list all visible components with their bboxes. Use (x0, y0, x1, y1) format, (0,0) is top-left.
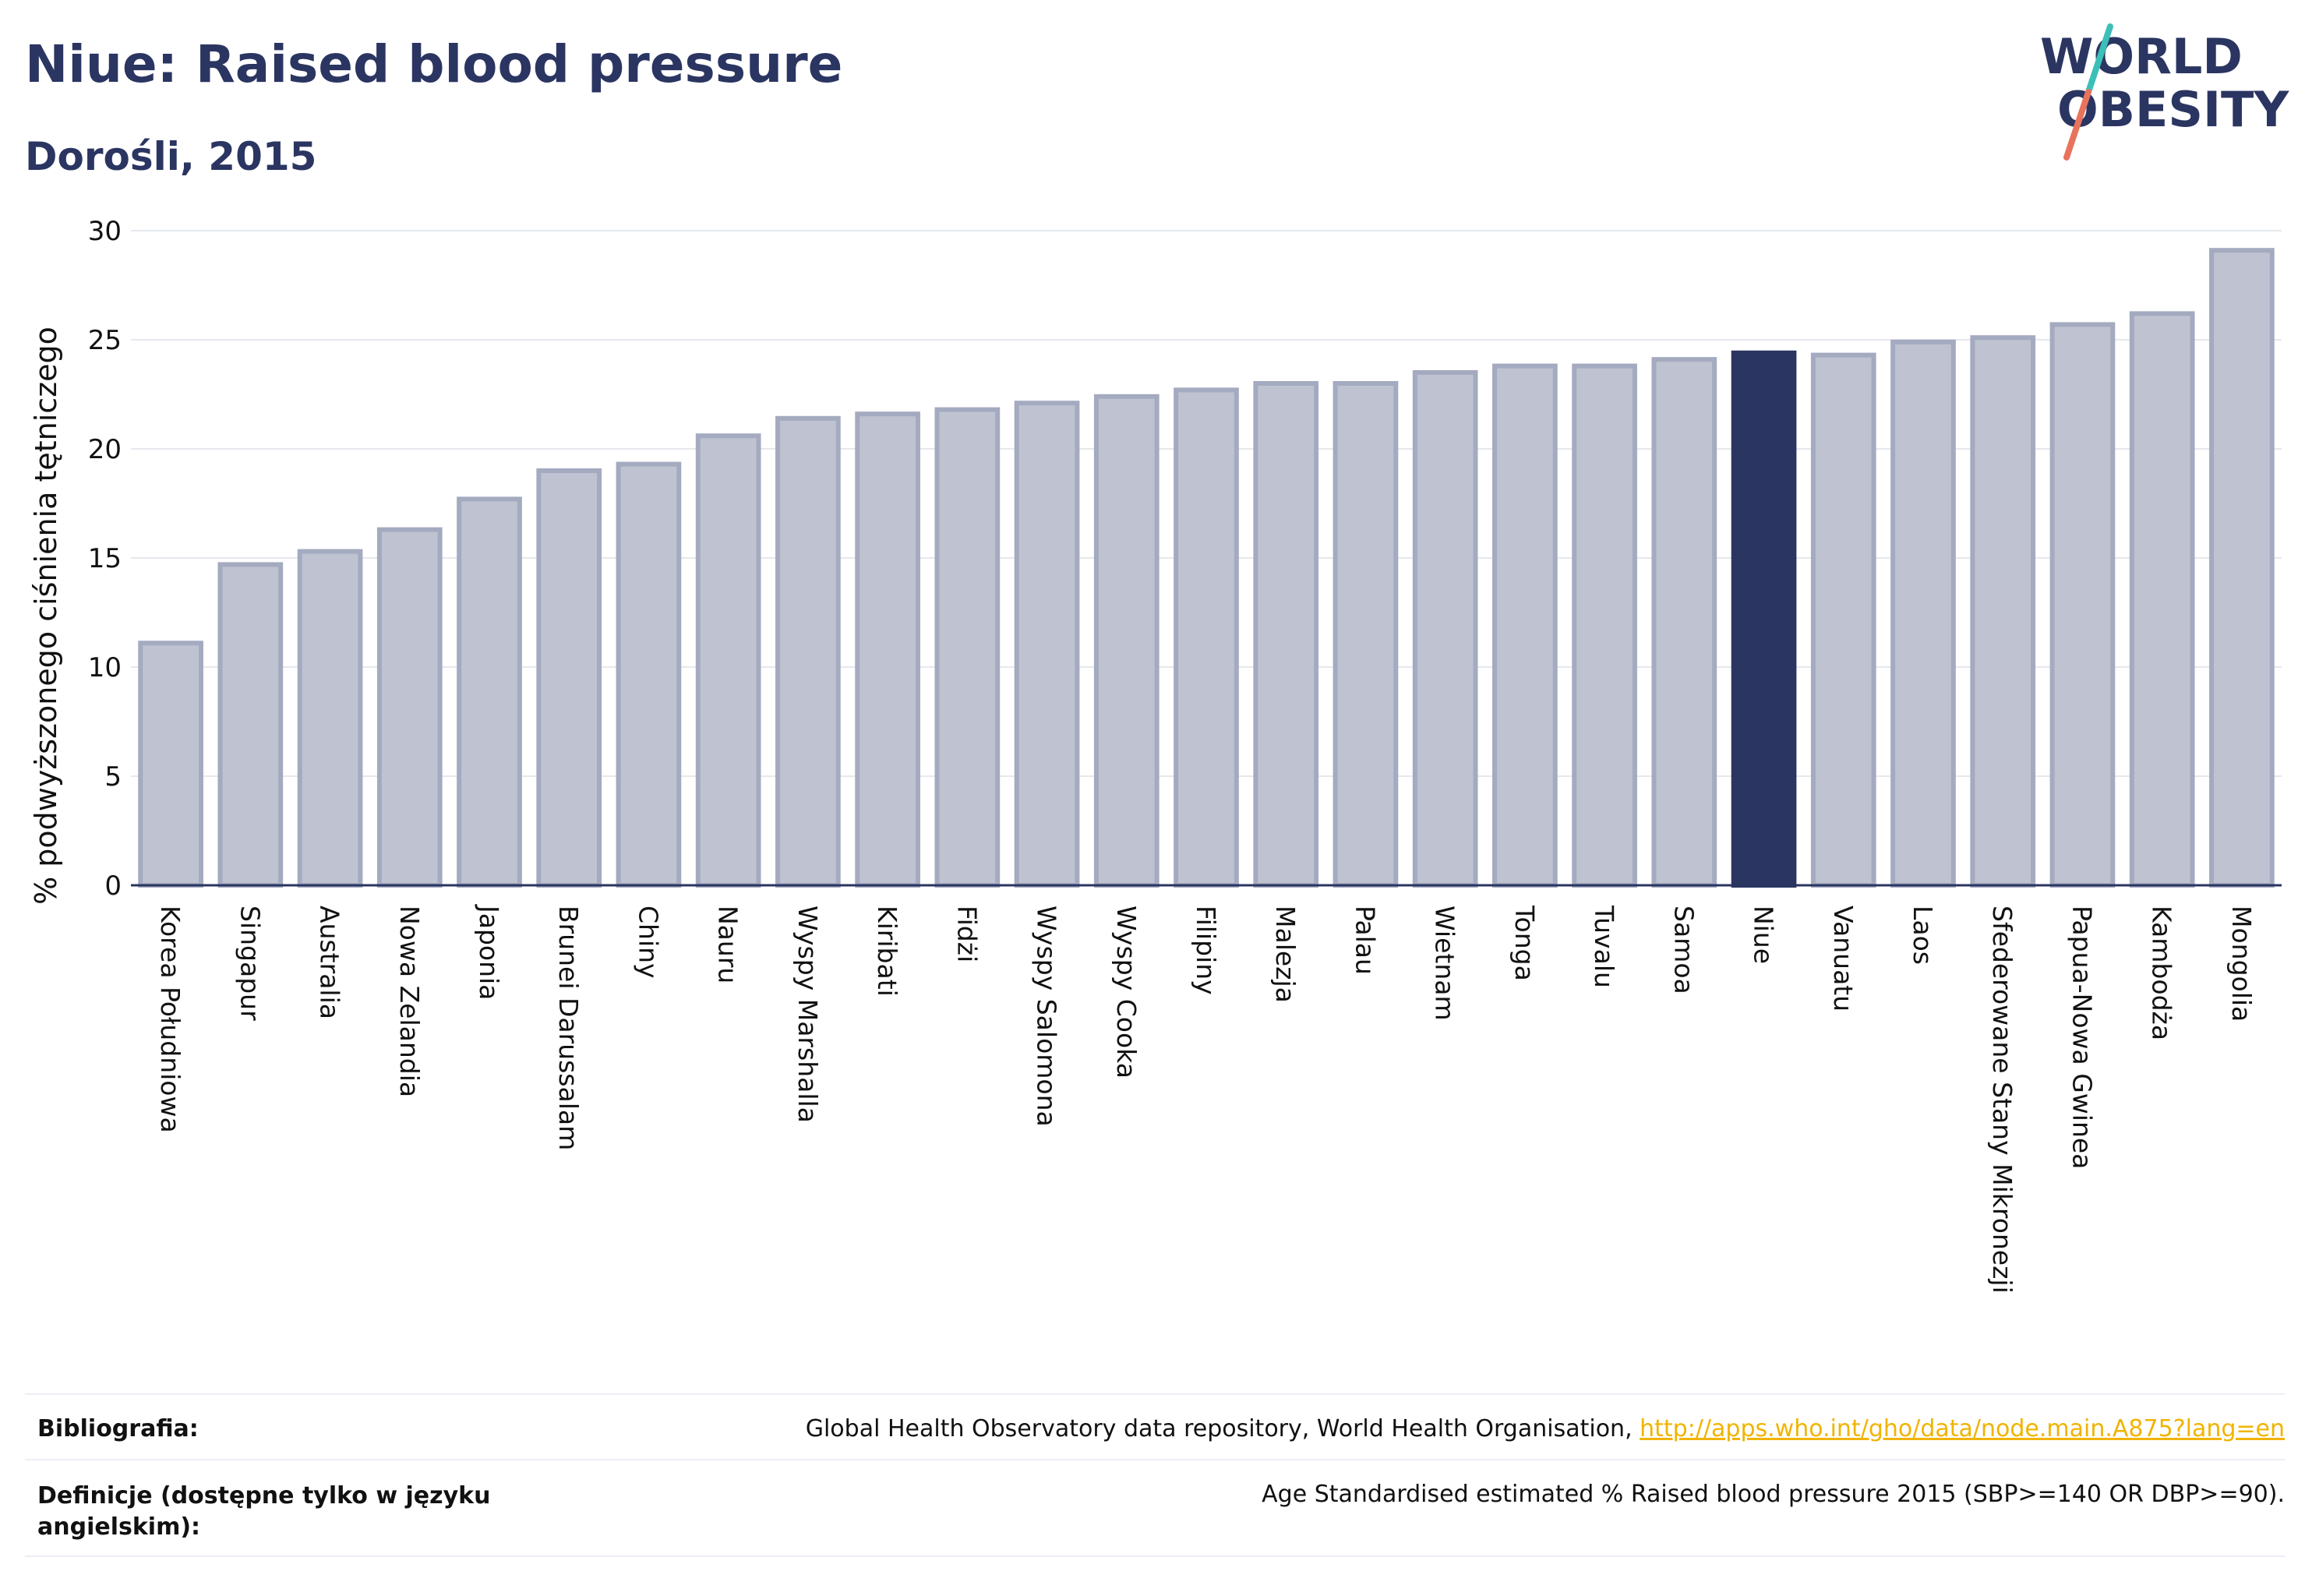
bar (297, 549, 363, 888)
bibliography-label: Bibliografia: (37, 1415, 199, 1442)
x-tick-label: Wyspy Marshalla (792, 906, 823, 1123)
y-tick-label: 25 (88, 325, 122, 356)
x-tick-label: Niue (1749, 906, 1779, 964)
bar (855, 411, 920, 888)
definitions-row: Definicje (dostępne tylko w języku angie… (25, 1481, 2285, 1551)
x-tick-label: Nauru (713, 906, 743, 983)
bar-chart: 0 5 10 15 20 25 30 Korea Południowa Singapur Aus… (29, 216, 2282, 1294)
x-tick-label: Laos (1908, 906, 1938, 965)
x-tick-label: Japonia (474, 904, 504, 1000)
x-tick-label: Malezja (1270, 906, 1301, 1003)
x-tick-label: Singapur (235, 906, 265, 1021)
x-tick-label: Palau (1350, 906, 1380, 975)
x-tick-label: Nowa Zelandia (394, 906, 425, 1097)
y-tick-label: 10 (88, 652, 122, 683)
bar-highlight (1731, 350, 1797, 888)
world-obesity-logo: WORLD OBESITY (2040, 23, 2289, 161)
bibliography-row: Bibliografia: Global Health Observatory … (25, 1415, 2285, 1446)
bar (1253, 381, 1319, 888)
bar (1014, 401, 1080, 888)
bar (616, 461, 682, 888)
bar (376, 527, 443, 888)
x-tick-label: Papua-Nowa Gwinea (2067, 906, 2097, 1169)
bar (1890, 339, 1956, 888)
bar (2049, 322, 2116, 888)
x-tick-label: Samoa (1668, 906, 1699, 994)
bar (1174, 387, 1239, 888)
y-axis-title: % podwyższonego ciśnienia tętniczego (29, 327, 63, 905)
x-tick-label: Australia (315, 906, 345, 1019)
page-subtitle: Dorośli, 2015 (25, 134, 317, 179)
y-tick-label: 15 (88, 543, 122, 574)
definitions-value: Age Standardised estimated % Raised bloo… (1262, 1481, 2285, 1508)
bibliography-value: Global Health Observatory data repositor… (806, 1415, 2285, 1442)
y-tick-label: 30 (88, 216, 122, 247)
y-tick-labels: 0 5 10 15 20 25 30 (88, 216, 122, 902)
bibliography-link[interactable]: http://apps.who.int/gho/data/node.main.A… (1640, 1415, 2285, 1442)
footer-divider-middle (25, 1459, 2285, 1460)
footer-divider-top (25, 1393, 2285, 1395)
bar (1093, 394, 1160, 888)
bar (1412, 370, 1478, 888)
bars (138, 248, 2275, 888)
logo-slash-bottom (2063, 89, 2091, 161)
y-tick-label: 5 (104, 761, 122, 793)
logo-slash-top (2085, 23, 2113, 95)
bar (457, 496, 522, 888)
bar (695, 433, 761, 888)
bar (536, 468, 602, 888)
logo-word-obesity: OBESITY (2057, 81, 2289, 138)
x-tick-label: Tonga (1509, 905, 1540, 981)
x-tick-label: Sfederowane Stany Mikronezji (1987, 906, 2017, 1294)
bar (217, 562, 284, 888)
x-tick-label: Fidżi (951, 906, 982, 962)
bar (934, 407, 1001, 888)
bar (1333, 381, 1399, 888)
x-tick-label: Brunei Darussalam (553, 906, 584, 1150)
x-tick-label: Korea Południowa (155, 906, 185, 1133)
x-tick-label: Chiny (633, 906, 663, 979)
x-tick-label: Filipiny (1191, 906, 1221, 995)
logo-word-world: WORLD (2040, 28, 2243, 85)
bar (1651, 357, 1717, 888)
page-title: Niue: Raised blood pressure (25, 34, 843, 94)
bar (1810, 352, 1876, 888)
y-tick-label: 20 (88, 434, 122, 465)
x-tick-label: Vanuatu (1828, 906, 1858, 1012)
bar (1970, 335, 2036, 888)
footer-divider-bottom (25, 1555, 2285, 1557)
x-tick-label: Kambodża (2147, 906, 2177, 1040)
bar (2209, 248, 2275, 888)
y-tick-label: 0 (104, 870, 122, 902)
x-tick-label: Tuvalu (1589, 905, 1619, 988)
bibliography-text: Global Health Observatory data repositor… (805, 1415, 1640, 1442)
x-tick-labels: Korea Południowa Singapur Australia Nowa Ze… (155, 904, 2257, 1294)
bar (1492, 363, 1558, 888)
x-tick-label: Mongolia (2226, 906, 2257, 1022)
x-tick-label: Wyspy Cooka (1111, 906, 1142, 1079)
bar (1572, 363, 1637, 888)
x-tick-label: Wyspy Salomona (1032, 906, 1062, 1127)
bar (775, 415, 841, 888)
definitions-label: Definicje (dostępne tylko w języku angie… (37, 1482, 491, 1541)
x-tick-label: Wietnam (1430, 906, 1460, 1021)
bar (2129, 311, 2195, 888)
x-tick-label: Kiribati (872, 906, 902, 997)
bar (138, 641, 203, 888)
